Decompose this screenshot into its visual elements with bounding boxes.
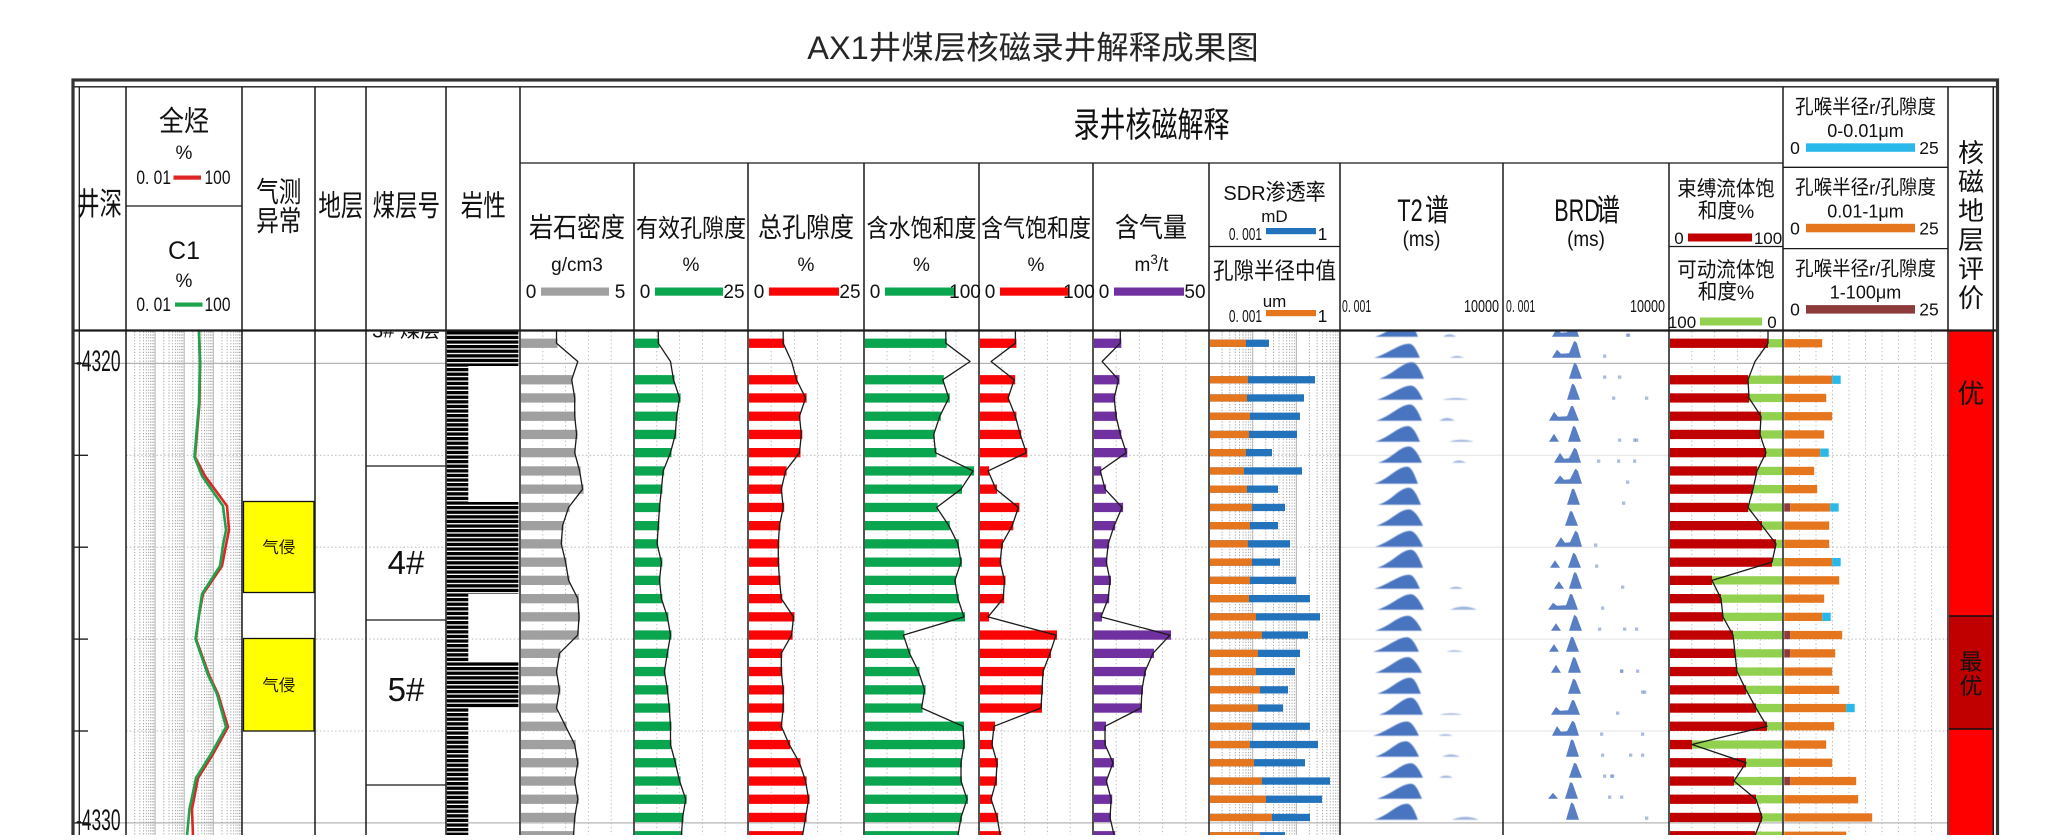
svg-text:0: 0: [1790, 138, 1800, 158]
svg-text:-4330: -4330: [76, 804, 120, 835]
svg-text:-4320: -4320: [76, 345, 120, 378]
svg-text:5: 5: [615, 282, 626, 303]
svg-text:%: %: [1028, 255, 1045, 276]
svg-text:0: 0: [1790, 218, 1800, 238]
svg-text:0-0.01μm: 0-0.01μm: [1827, 121, 1903, 141]
svg-text:r/: r/: [1869, 259, 1881, 280]
svg-text:0.01-1μm: 0.01-1μm: [1827, 201, 1903, 221]
svg-text:0. 001: 0. 001: [1229, 307, 1262, 327]
svg-text:5#: 5#: [388, 671, 425, 708]
svg-text:T2: T2: [1397, 192, 1422, 228]
svg-text:25: 25: [1919, 218, 1938, 238]
svg-text:25: 25: [1919, 138, 1938, 158]
svg-text:25: 25: [1919, 300, 1938, 320]
svg-text:3#: 3#: [372, 321, 395, 343]
svg-text:0. 01: 0. 01: [136, 167, 171, 189]
svg-text:SDR: SDR: [1223, 183, 1265, 205]
svg-text:%: %: [1737, 201, 1754, 223]
svg-text:(ms): (ms): [1403, 228, 1441, 251]
svg-text:0: 0: [754, 282, 765, 303]
svg-text:mD: mD: [1261, 207, 1287, 226]
svg-text:0: 0: [1674, 229, 1683, 248]
svg-text:100: 100: [205, 294, 231, 316]
svg-text:0: 0: [985, 282, 996, 303]
svg-text:%: %: [913, 255, 930, 276]
svg-text:4#: 4#: [388, 544, 425, 581]
svg-text:r/: r/: [1869, 97, 1881, 118]
svg-text:0: 0: [1767, 313, 1776, 332]
svg-text:0. 001: 0. 001: [1342, 297, 1371, 316]
svg-text:/t: /t: [1158, 255, 1169, 276]
svg-text:0: 0: [1790, 300, 1800, 320]
svg-text:%: %: [1737, 282, 1754, 304]
svg-text:(ms): (ms): [1567, 228, 1605, 251]
svg-text:m: m: [1135, 255, 1151, 276]
svg-text:25: 25: [723, 282, 744, 303]
svg-text:1-100μm: 1-100μm: [1830, 283, 1901, 303]
svg-text:0. 01: 0. 01: [136, 294, 171, 316]
svg-text:BRD: BRD: [1554, 192, 1600, 228]
svg-text:100: 100: [1063, 282, 1095, 303]
svg-text:100: 100: [949, 282, 981, 303]
svg-text:r/: r/: [1869, 177, 1881, 198]
svg-text:10000: 10000: [1464, 297, 1499, 317]
svg-text:1: 1: [1318, 306, 1328, 326]
svg-text:0: 0: [640, 282, 651, 303]
svg-text:C1: C1: [168, 237, 200, 265]
svg-text:100: 100: [1668, 313, 1696, 332]
svg-text:0. 001: 0. 001: [1506, 297, 1535, 316]
svg-text:0: 0: [1099, 282, 1110, 303]
svg-text:100: 100: [205, 167, 231, 189]
svg-text:10000: 10000: [1630, 297, 1665, 317]
svg-text:%: %: [176, 143, 193, 164]
svg-text:0: 0: [870, 282, 881, 303]
svg-text:%: %: [683, 255, 700, 276]
svg-text:100: 100: [1754, 229, 1782, 248]
svg-text:50: 50: [1184, 282, 1205, 303]
svg-text:0: 0: [526, 282, 537, 303]
svg-text:%: %: [176, 271, 193, 292]
svg-text:um: um: [1263, 292, 1287, 311]
svg-text:1: 1: [1318, 224, 1328, 244]
svg-text:AX1: AX1: [807, 30, 868, 66]
svg-text:25: 25: [839, 282, 860, 303]
svg-text:0. 001: 0. 001: [1229, 225, 1262, 245]
svg-text:%: %: [798, 255, 815, 276]
svg-text:3: 3: [1150, 252, 1158, 267]
svg-text:g/cm3: g/cm3: [551, 255, 603, 276]
